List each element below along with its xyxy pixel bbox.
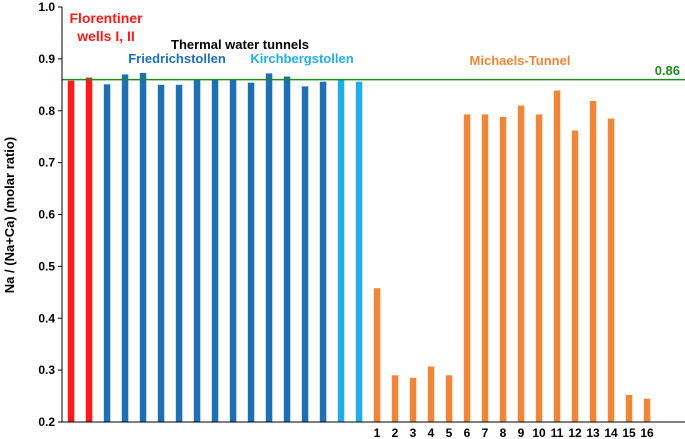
- x-tick-label: 6: [464, 426, 471, 439]
- bar-friedrichstollen-8: [229, 79, 237, 422]
- bar-kirchbergstollen-1: [337, 79, 345, 422]
- x-tick-label: 5: [446, 426, 453, 439]
- x-tick-label: 15: [622, 426, 636, 439]
- x-tick-label: 11: [551, 426, 564, 439]
- bar-friedrichstollen-11: [283, 76, 291, 422]
- reference-line-label: 0.86: [655, 63, 680, 78]
- y-tick-label: 0.9: [38, 52, 55, 66]
- y-tick-label: 1.0: [38, 0, 55, 14]
- x-tick-label: 16: [640, 426, 654, 439]
- kirchbergstollen-label: Kirchbergstollen: [250, 51, 353, 66]
- x-tick-label: 3: [410, 426, 417, 439]
- x-tick-labels: 1 2 3 4 5 6 7 8 9 10 11 12 13 14 15 16: [374, 426, 654, 439]
- friedrichstollen-label: Friedrichstollen: [128, 51, 226, 66]
- y-tick-label: 0.4: [38, 311, 55, 325]
- bar-michaels-11: [553, 90, 561, 422]
- x-tick-label: 2: [392, 426, 399, 439]
- bar-michaels-8: [499, 117, 507, 422]
- bar-friedrichstollen-6: [193, 79, 201, 422]
- bar-florentiner-2: [85, 77, 93, 422]
- michaels-tunnel-label: Michaels-Tunnel: [470, 53, 571, 68]
- bar-michaels-10: [535, 114, 543, 423]
- bar-friedrichstollen-7: [211, 79, 219, 422]
- bar-friedrichstollen-9: [247, 82, 255, 422]
- bar-friedrichstollen-10: [265, 73, 273, 423]
- bar-michaels-15: [625, 395, 633, 422]
- bar-michaels-2: [391, 375, 399, 422]
- x-tick-label: 4: [428, 426, 435, 439]
- bar-friedrichstollen-3: [139, 72, 147, 423]
- y-tick-label: 0.3: [38, 363, 55, 377]
- bar-michaels-13: [589, 100, 597, 423]
- bar-friedrichstollen-2: [121, 74, 129, 423]
- bar-kirchbergstollen-2: [355, 81, 363, 422]
- y-tick-label: 0.5: [38, 259, 55, 273]
- bar-friedrichstollen-13: [319, 81, 327, 422]
- x-tick-label: 12: [568, 426, 582, 439]
- bar-michaels-3: [409, 377, 417, 422]
- x-tick-label: 9: [518, 426, 525, 439]
- bar-michaels-7: [481, 114, 489, 423]
- bar-michaels-5: [445, 375, 453, 422]
- bar-florentiner-1: [67, 80, 75, 422]
- bar-michaels-1: [373, 288, 381, 422]
- bar-friedrichstollen-5: [175, 84, 183, 423]
- axes-layer: [58, 6, 685, 423]
- bar-michaels-16: [643, 398, 651, 422]
- bar-michaels-9: [517, 105, 525, 422]
- bar-michaels-14: [607, 118, 615, 422]
- x-tick-label: 13: [586, 426, 600, 439]
- y-tick-label: 0.6: [38, 208, 55, 222]
- florentiner-label-line2: wells I, II: [76, 28, 135, 44]
- bar-friedrichstollen-1: [103, 84, 111, 423]
- y-tick-labels: 0.2 0.3 0.4 0.5 0.6 0.7 0.8 0.9 1.0: [38, 0, 55, 429]
- x-tick-label: 8: [500, 426, 507, 439]
- x-tick-label: 14: [604, 426, 618, 439]
- y-tick-label: 0.8: [38, 104, 55, 118]
- bar-friedrichstollen-4: [157, 84, 165, 423]
- bars-layer: [67, 72, 651, 423]
- y-axis-title: Na / (Na+Ca) (molar ratio): [2, 137, 17, 293]
- x-tick-label: 7: [482, 426, 489, 439]
- x-tick-label: 1: [374, 426, 381, 439]
- florentiner-label-line1: Florentiner: [69, 10, 143, 26]
- bar-michaels-6: [463, 114, 471, 423]
- thermal-tunnels-label: Thermal water tunnels: [171, 37, 309, 52]
- y-tick-label: 0.7: [38, 156, 55, 170]
- bar-friedrichstollen-12: [301, 86, 309, 423]
- bar-michaels-12: [571, 130, 579, 422]
- x-tick-label: 10: [532, 426, 546, 439]
- y-tick-label: 0.2: [38, 415, 55, 429]
- bar-michaels-4: [427, 366, 435, 422]
